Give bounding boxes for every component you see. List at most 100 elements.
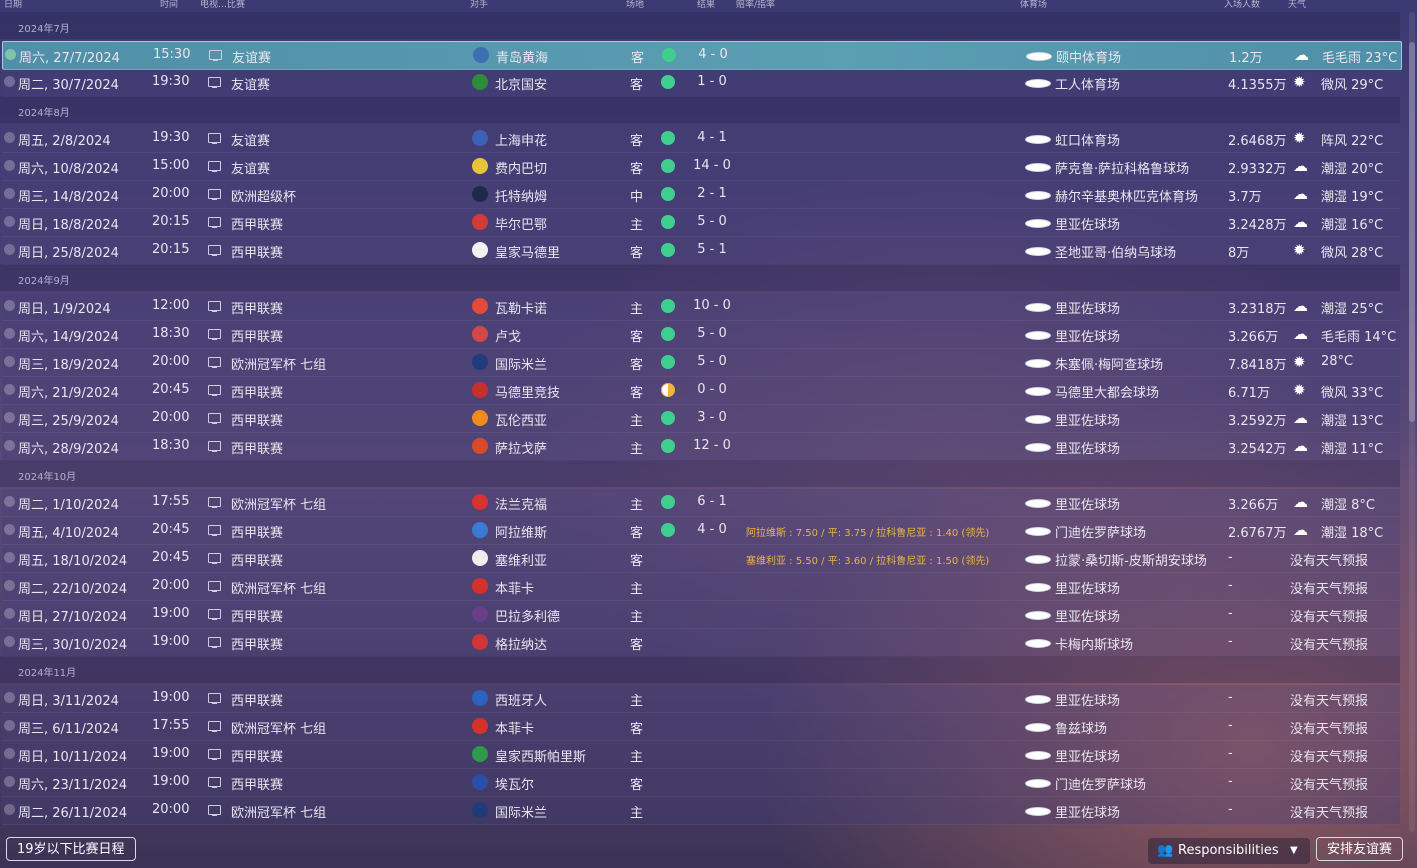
stadium-link[interactable]: 马德里大都会球场 (1055, 386, 1160, 401)
header-weather[interactable]: 天气 (1288, 0, 1307, 10)
competition[interactable]: 西甲联赛 (231, 218, 284, 233)
competition[interactable]: 欧洲冠军杯 七组 (231, 806, 327, 821)
opponent-link[interactable]: 阿拉维斯 (495, 526, 548, 541)
opponent-link[interactable]: 瓦伦西亚 (495, 414, 548, 429)
opponent-link[interactable]: 法兰克福 (495, 498, 548, 513)
opponent-link[interactable]: 托特纳姆 (495, 190, 548, 205)
match-row[interactable]: 周五, 18/10/2024 20:45 西甲联赛 塞维利亚 客 塞维利亚 : 5.50 … (2, 545, 1400, 573)
match-row[interactable]: 周日, 25/8/2024 20:15 西甲联赛 皇家马德里 客 5 - 1 圣地亚哥·伯纳… (2, 237, 1400, 265)
opponent-link[interactable]: 埃瓦尔 (495, 778, 535, 793)
opponent-link[interactable]: 皇家西斯帕里斯 (495, 750, 587, 765)
match-row[interactable]: 周六, 28/9/2024 18:30 西甲联赛 萨拉戈萨 主 12 - 0 里亚佐球场 3.… (2, 433, 1400, 461)
match-row[interactable]: 周日, 10/11/2024 19:00 西甲联赛 皇家西斯帕里斯 主 里亚佐球场 - 没有天… (2, 741, 1400, 769)
opponent-link[interactable]: 萨拉戈萨 (495, 442, 548, 457)
opponent-link[interactable]: 北京国安 (495, 78, 548, 93)
competition[interactable]: 欧洲冠军杯 七组 (231, 358, 327, 373)
competition[interactable]: 友谊赛 (231, 134, 271, 149)
match-row[interactable]: 周三, 6/11/2024 17:55 欧洲冠军杯 七组 本菲卡 客 鲁兹球场 - 没有天气预… (2, 713, 1400, 741)
competition[interactable]: 友谊赛 (231, 78, 271, 93)
stadium-link[interactable]: 圣地亚哥·伯纳乌球场 (1055, 246, 1177, 261)
opponent-link[interactable]: 青岛黄海 (496, 51, 549, 66)
competition[interactable]: 西甲联赛 (231, 442, 284, 457)
score[interactable]: 5 - 1 (697, 242, 727, 257)
score[interactable]: 1 - 0 (697, 74, 727, 89)
competition[interactable]: 西甲联赛 (231, 386, 284, 401)
competition[interactable]: 西甲联赛 (231, 694, 284, 709)
arrange-friendly-button[interactable]: 安排友谊赛 (1316, 837, 1404, 861)
header-venue[interactable]: 场地 (626, 0, 645, 10)
score[interactable]: 5 - 0 (697, 354, 727, 369)
opponent-link[interactable]: 格拉纳达 (495, 638, 548, 653)
stadium-link[interactable]: 里亚佐球场 (1055, 582, 1121, 597)
opponent-link[interactable]: 国际米兰 (495, 806, 548, 821)
competition[interactable]: 欧洲冠军杯 七组 (231, 498, 327, 513)
header-odds[interactable]: 赔率/指率 (736, 0, 776, 10)
score[interactable]: 4 - 1 (697, 130, 727, 145)
stadium-link[interactable]: 拉蒙·桑切斯-皮斯胡安球场 (1055, 554, 1207, 569)
competition[interactable]: 西甲联赛 (231, 302, 284, 317)
competition[interactable]: 欧洲冠军杯 七组 (231, 582, 327, 597)
score[interactable]: 4 - 0 (698, 47, 728, 62)
score[interactable]: 3 - 0 (697, 410, 727, 425)
match-row[interactable]: 周三, 30/10/2024 19:00 西甲联赛 格拉纳达 客 卡梅内斯球场 - 没有天气预… (2, 629, 1400, 657)
match-row[interactable]: 周二, 26/11/2024 20:00 欧洲冠军杯 七组 国际米兰 主 里亚佐球场 - 没有… (2, 797, 1400, 825)
score[interactable]: 5 - 0 (697, 214, 727, 229)
match-row[interactable]: 周日, 18/8/2024 20:15 西甲联赛 毕尔巴鄂 主 5 - 0 里亚佐球场 3.2… (2, 209, 1400, 237)
header-tv[interactable]: 电视…比赛 (200, 0, 246, 10)
match-row[interactable]: 周六, 14/9/2024 18:30 西甲联赛 卢戈 客 5 - 0 里亚佐球场 3.266… (2, 321, 1400, 349)
score[interactable]: 12 - 0 (693, 438, 731, 453)
header-attendance[interactable]: 入场人数 (1224, 0, 1261, 10)
competition[interactable]: 西甲联赛 (231, 330, 284, 345)
scrollbar[interactable] (1409, 12, 1415, 832)
match-row[interactable]: 周五, 4/10/2024 20:45 西甲联赛 阿拉维斯 客 4 - 0 阿拉维斯 : 7… (2, 517, 1400, 545)
opponent-link[interactable]: 毕尔巴鄂 (495, 218, 548, 233)
score[interactable]: 2 - 1 (697, 186, 727, 201)
scrollbar-thumb[interactable] (1409, 42, 1415, 422)
stadium-link[interactable]: 里亚佐球场 (1055, 806, 1121, 821)
opponent-link[interactable]: 西班牙人 (495, 694, 548, 709)
competition[interactable]: 西甲联赛 (231, 750, 284, 765)
header-result[interactable]: 结果 (697, 0, 716, 10)
match-row[interactable]: 周六, 27/7/2024 15:30 友谊赛 青岛黄海 客 4 - 0 颐中体育场 1.2万… (2, 41, 1402, 70)
score[interactable]: 14 - 0 (693, 158, 731, 173)
competition[interactable]: 友谊赛 (232, 51, 272, 66)
opponent-link[interactable]: 本菲卡 (495, 582, 535, 597)
match-row[interactable]: 周三, 18/9/2024 20:00 欧洲冠军杯 七组 国际米兰 客 5 - 0 朱塞佩·… (2, 349, 1400, 377)
stadium-link[interactable]: 颐中体育场 (1056, 51, 1122, 66)
competition[interactable]: 西甲联赛 (231, 246, 284, 261)
opponent-link[interactable]: 塞维利亚 (495, 554, 548, 569)
opponent-link[interactable]: 瓦勒卡诺 (495, 302, 548, 317)
opponent-link[interactable]: 上海申花 (495, 134, 548, 149)
score[interactable]: 5 - 0 (697, 326, 727, 341)
stadium-link[interactable]: 里亚佐球场 (1055, 330, 1121, 345)
competition[interactable]: 西甲联赛 (231, 554, 284, 569)
stadium-link[interactable]: 工人体育场 (1055, 78, 1121, 93)
match-row[interactable]: 周二, 22/10/2024 20:00 欧洲冠军杯 七组 本菲卡 主 里亚佐球场 - 没有天… (2, 573, 1400, 601)
score[interactable]: 0 - 0 (697, 382, 727, 397)
stadium-link[interactable]: 门迪佐罗萨球场 (1055, 778, 1147, 793)
competition[interactable]: 欧洲冠军杯 七组 (231, 722, 327, 737)
stadium-link[interactable]: 朱塞佩·梅阿查球场 (1055, 358, 1164, 373)
stadium-link[interactable]: 门迪佐罗萨球场 (1055, 526, 1147, 541)
score[interactable]: 4 - 0 (697, 522, 727, 537)
competition[interactable]: 西甲联赛 (231, 414, 284, 429)
u19-schedule-button[interactable]: 19岁以下比赛日程 (6, 837, 136, 861)
competition[interactable]: 西甲联赛 (231, 526, 284, 541)
stadium-link[interactable]: 里亚佐球场 (1055, 750, 1121, 765)
competition[interactable]: 西甲联赛 (231, 610, 284, 625)
competition[interactable]: 欧洲超级杯 (231, 190, 297, 205)
match-row[interactable]: 周三, 14/8/2024 20:00 欧洲超级杯 托特纳姆 中 2 - 1 赫尔辛基奥林匹… (2, 181, 1400, 209)
match-row[interactable]: 周五, 2/8/2024 19:30 友谊赛 上海申花 客 4 - 1 虹口体育场 2.646… (2, 125, 1400, 153)
match-row[interactable]: 周日, 3/11/2024 19:00 西甲联赛 西班牙人 主 里亚佐球场 - 没有天气预报 (2, 685, 1400, 713)
competition[interactable]: 友谊赛 (231, 162, 271, 177)
match-row[interactable]: 周三, 25/9/2024 20:00 西甲联赛 瓦伦西亚 主 3 - 0 里亚佐球场 3.2… (2, 405, 1400, 433)
stadium-link[interactable]: 里亚佐球场 (1055, 218, 1121, 233)
stadium-link[interactable]: 里亚佐球场 (1055, 442, 1121, 457)
responsibilities-button[interactable]: 👥 Responsibilities ▼ (1148, 838, 1310, 864)
match-row[interactable]: 周日, 1/9/2024 12:00 西甲联赛 瓦勒卡诺 主 10 - 0 里亚佐球场 3.2… (2, 293, 1400, 321)
opponent-link[interactable]: 巴拉多利德 (495, 610, 561, 625)
opponent-link[interactable]: 皇家马德里 (495, 246, 561, 261)
stadium-link[interactable]: 虹口体育场 (1055, 134, 1121, 149)
match-row[interactable]: 周六, 10/8/2024 15:00 友谊赛 费内巴切 客 14 - 0 萨克鲁·萨拉科格… (2, 153, 1400, 181)
stadium-link[interactable]: 里亚佐球场 (1055, 498, 1121, 513)
